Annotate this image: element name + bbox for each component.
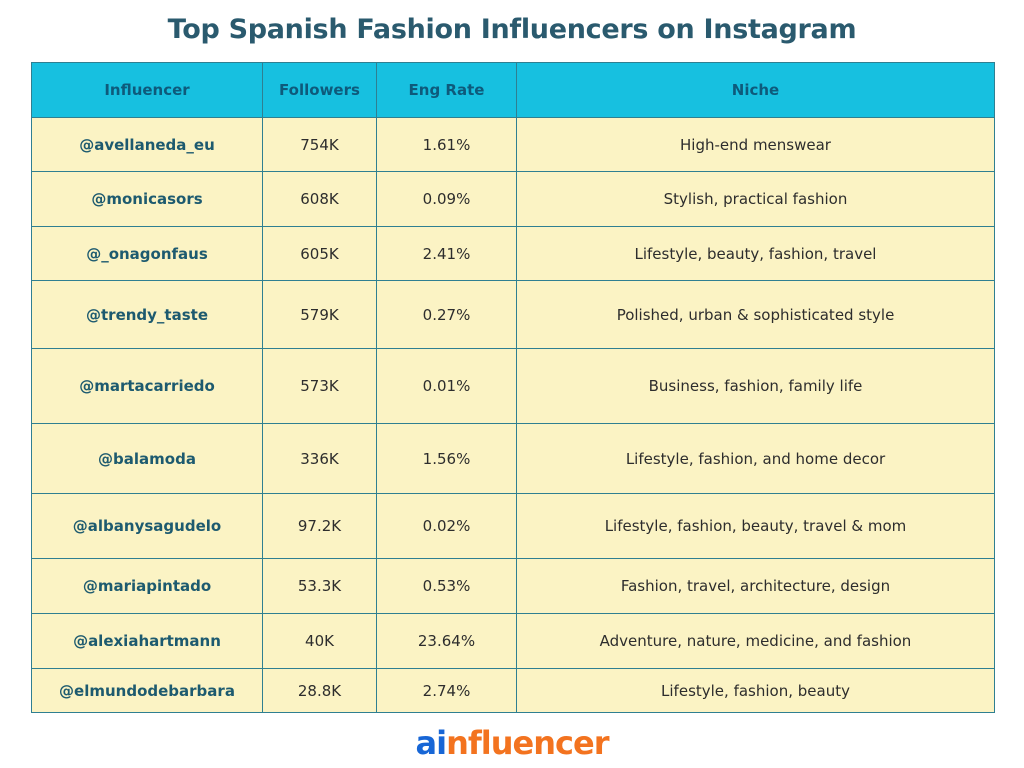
table-row: @elmundodebarbara 28.8K 2.74% Lifestyle,… (31, 668, 995, 713)
engagement-rate: 2.74% (376, 668, 517, 713)
header-eng-rate: Eng Rate (376, 62, 517, 118)
niche: Fashion, travel, architecture, design (516, 558, 995, 614)
influencer-handle: @monicasors (31, 171, 263, 227)
influencer-handle: @trendy_taste (31, 280, 263, 349)
followers-count: 28.8K (262, 668, 377, 713)
engagement-rate: 0.53% (376, 558, 517, 614)
engagement-rate: 1.56% (376, 423, 517, 494)
engagement-rate: 1.61% (376, 117, 517, 172)
influencer-handle: @albanysagudelo (31, 493, 263, 559)
header-niche: Niche (516, 62, 995, 118)
page-title: Top Spanish Fashion Influencers on Insta… (167, 14, 857, 45)
logo-influencer: nfluencer (446, 724, 609, 762)
engagement-rate: 23.64% (376, 613, 517, 669)
followers-count: 97.2K (262, 493, 377, 559)
influencer-handle: @_onagonfaus (31, 226, 263, 281)
niche: Lifestyle, fashion, beauty, travel & mom (516, 493, 995, 559)
influencer-handle: @avellaneda_eu (31, 117, 263, 172)
table-header-row: Influencer Followers Eng Rate Niche (31, 62, 995, 118)
followers-count: 336K (262, 423, 377, 494)
influencer-handle: @elmundodebarbara (31, 668, 263, 713)
table-row: @_onagonfaus 605K 2.41% Lifestyle, beaut… (31, 226, 995, 281)
table-row: @alexiahartmann 40K 23.64% Adventure, na… (31, 613, 995, 669)
ainfluencer-logo: ainfluencer (0, 724, 1024, 762)
niche: Lifestyle, fashion, beauty (516, 668, 995, 713)
influencer-handle: @alexiahartmann (31, 613, 263, 669)
followers-count: 605K (262, 226, 377, 281)
table-row: @trendy_taste 579K 0.27% Polished, urban… (31, 280, 995, 349)
engagement-rate: 0.27% (376, 280, 517, 349)
header-followers: Followers (262, 62, 377, 118)
followers-count: 40K (262, 613, 377, 669)
influencer-handle: @balamoda (31, 423, 263, 494)
table-row: @balamoda 336K 1.56% Lifestyle, fashion,… (31, 423, 995, 494)
followers-count: 573K (262, 348, 377, 424)
followers-count: 754K (262, 117, 377, 172)
niche: Adventure, nature, medicine, and fashion (516, 613, 995, 669)
engagement-rate: 0.01% (376, 348, 517, 424)
header-influencer: Influencer (31, 62, 263, 118)
niche: Polished, urban & sophisticated style (516, 280, 995, 349)
table-row: @mariapintado 53.3K 0.53% Fashion, trave… (31, 558, 995, 614)
table-row: @avellaneda_eu 754K 1.61% High-end mensw… (31, 117, 995, 172)
engagement-rate: 2.41% (376, 226, 517, 281)
influencer-handle: @mariapintado (31, 558, 263, 614)
table-row: @albanysagudelo 97.2K 0.02% Lifestyle, f… (31, 493, 995, 559)
niche: Business, fashion, family life (516, 348, 995, 424)
niche: Stylish, practical fashion (516, 171, 995, 227)
table-row: @martacarriedo 573K 0.01% Business, fash… (31, 348, 995, 424)
niche: Lifestyle, beauty, fashion, travel (516, 226, 995, 281)
niche: High-end menswear (516, 117, 995, 172)
influencer-handle: @martacarriedo (31, 348, 263, 424)
followers-count: 53.3K (262, 558, 377, 614)
niche: Lifestyle, fashion, and home decor (516, 423, 995, 494)
engagement-rate: 0.02% (376, 493, 517, 559)
followers-count: 579K (262, 280, 377, 349)
table-row: @monicasors 608K 0.09% Stylish, practica… (31, 171, 995, 227)
followers-count: 608K (262, 171, 377, 227)
influencer-table: Influencer Followers Eng Rate Niche @ave… (31, 62, 995, 713)
logo-ai: ai (415, 724, 448, 762)
engagement-rate: 0.09% (376, 171, 517, 227)
